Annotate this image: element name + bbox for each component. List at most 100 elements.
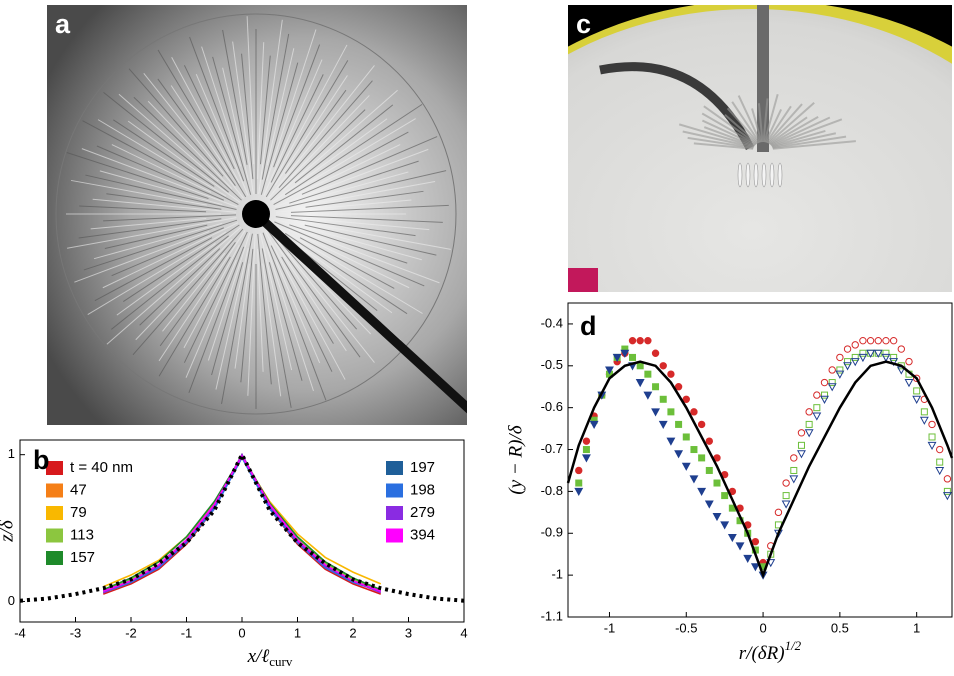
point [735, 542, 745, 551]
point [912, 395, 922, 404]
x-tick-label: 0.5 [831, 620, 849, 635]
point [859, 349, 867, 357]
ripple [777, 162, 783, 188]
point [873, 349, 883, 358]
legend-label: 157 [70, 549, 95, 566]
panel-label: a [55, 9, 71, 39]
wrinkle [290, 215, 443, 223]
wrinkle [294, 104, 394, 184]
point [721, 492, 729, 500]
wrinkle [106, 193, 222, 210]
wrinkle [682, 130, 754, 149]
point [859, 336, 867, 345]
point [828, 379, 836, 387]
point [773, 529, 783, 538]
wrinkle [271, 118, 388, 203]
point [582, 446, 590, 454]
point [912, 374, 921, 383]
wrinkle [268, 262, 303, 381]
point [666, 437, 676, 446]
point [689, 475, 699, 484]
wrinkle [259, 55, 271, 165]
wrinkle [222, 67, 249, 180]
wrinkle [96, 145, 225, 201]
y-tick-label: -0.6 [541, 399, 563, 414]
wrinkle [272, 223, 423, 314]
y-tick-label: 0 [8, 593, 15, 608]
point [636, 362, 644, 370]
point [675, 420, 683, 428]
wrinkle [78, 218, 222, 239]
wrinkle [767, 101, 815, 145]
legend-swatch [46, 506, 63, 520]
point [890, 353, 898, 361]
x-tick-label: -4 [14, 625, 26, 640]
wrinkle [703, 126, 755, 147]
wrinkle [257, 248, 264, 372]
wrinkle [766, 103, 803, 144]
legend-label: 197 [410, 459, 435, 476]
wrinkle [701, 112, 757, 146]
panel-label: b [33, 445, 50, 475]
wrinkle [274, 242, 347, 352]
point [804, 429, 814, 438]
point [575, 479, 583, 487]
legend-label: 47 [70, 481, 87, 498]
point [644, 336, 652, 345]
legend-swatch [386, 506, 403, 520]
wrinkle [278, 80, 373, 188]
wrinkle [183, 231, 248, 363]
wrinkle [66, 217, 237, 249]
wrinkle [286, 252, 375, 363]
wrinkle [278, 240, 358, 330]
wrinkle [282, 89, 398, 192]
legend-label: 279 [410, 504, 435, 521]
wrinkle [188, 246, 245, 393]
legend-swatch [46, 528, 63, 543]
wrinkle [275, 259, 321, 364]
x-axis-label-main: x/ℓ [247, 646, 270, 667]
wrinkle [289, 224, 408, 264]
point [805, 420, 813, 428]
wrinkle [296, 242, 393, 314]
x-tick-label: -0.5 [675, 620, 697, 635]
legend-label: 394 [410, 526, 435, 543]
point [743, 554, 753, 564]
wrinkle [687, 136, 754, 149]
point [574, 487, 584, 497]
legend-label: 113 [70, 526, 94, 543]
wrinkle [211, 262, 244, 376]
wrinkle [769, 116, 819, 146]
legend-swatch [46, 551, 63, 565]
wrinkle [185, 259, 237, 378]
wrinkle [189, 36, 245, 182]
wrinkle [290, 95, 370, 179]
point [774, 508, 783, 517]
wrinkle [92, 198, 237, 213]
wrinkle [772, 135, 847, 149]
wrinkle [270, 245, 333, 372]
point [936, 445, 944, 454]
wrinkle [135, 238, 233, 341]
wrinkle [290, 204, 449, 213]
wrinkle [301, 136, 438, 195]
point [913, 387, 921, 395]
wrinkle [275, 218, 422, 261]
x-tick-label: 2 [349, 625, 356, 640]
x-tick-label: 0 [238, 625, 245, 640]
wrinkle [246, 16, 255, 165]
wrinkle [726, 107, 760, 144]
x-tick-label: -1 [604, 620, 616, 635]
wrinkle [770, 116, 831, 146]
wrinkle [678, 123, 755, 148]
point [805, 408, 813, 416]
wrinkle [157, 78, 236, 186]
wrinkle [305, 217, 430, 231]
y-tick-label: 1 [8, 446, 15, 461]
wrinkle [170, 85, 229, 173]
point [581, 454, 591, 463]
point [682, 433, 690, 441]
panel-label: d [580, 311, 597, 341]
wrinkle [274, 148, 429, 208]
point [766, 559, 776, 568]
